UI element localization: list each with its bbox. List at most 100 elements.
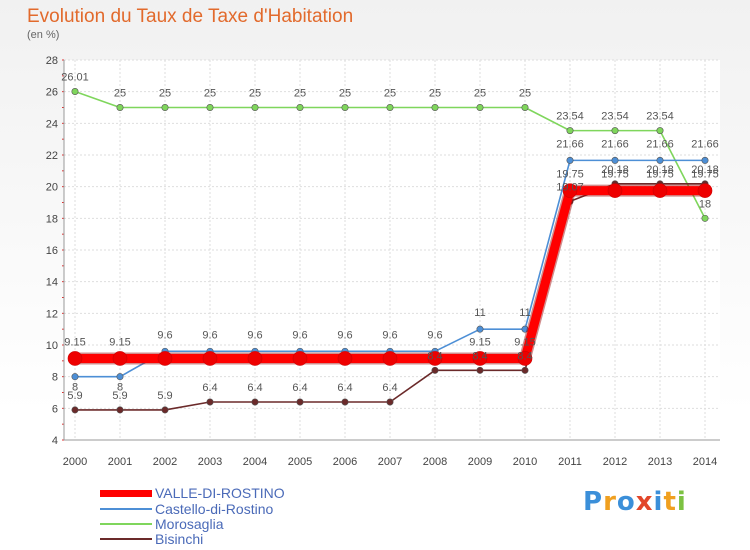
legend-swatch	[100, 490, 152, 497]
data-label: 25	[474, 88, 486, 100]
data-label: 19.75	[691, 169, 719, 181]
data-point	[161, 104, 169, 112]
legend-swatch	[100, 523, 152, 525]
data-point	[611, 156, 619, 164]
data-point	[251, 398, 259, 406]
data-label: 19.07	[556, 181, 584, 193]
x-tick-label: 2009	[468, 456, 492, 468]
y-tick-label: 4	[52, 435, 58, 447]
x-tick-label: 2000	[63, 456, 87, 468]
data-point	[71, 88, 79, 96]
data-point	[161, 406, 169, 414]
data-label: 9.15	[109, 336, 130, 348]
data-label: 25	[204, 88, 216, 100]
y-tick-label: 18	[46, 213, 58, 225]
legend-label: Bisinchi	[155, 531, 204, 547]
x-tick-label: 2014	[693, 456, 717, 468]
data-point	[607, 183, 623, 198]
data-point	[566, 156, 574, 164]
data-label: 9.15	[64, 336, 85, 348]
y-tick-label: 20	[46, 182, 58, 194]
data-label: 19.75	[601, 169, 629, 181]
data-label: 6.4	[292, 382, 307, 394]
data-point	[247, 351, 263, 366]
logo-letter: t	[663, 487, 677, 517]
data-point	[517, 351, 533, 366]
data-point	[296, 398, 304, 406]
data-label: 9.6	[337, 329, 352, 341]
data-label: 8.4	[427, 350, 442, 362]
data-label: 6.4	[247, 382, 262, 394]
x-tick-label: 2011	[558, 456, 582, 468]
data-point	[292, 351, 308, 366]
y-tick-label: 10	[46, 340, 58, 352]
x-tick-label: 2006	[333, 456, 357, 468]
data-label: 23.54	[646, 111, 674, 123]
data-label: 21.66	[691, 138, 719, 150]
data-label: 9.6	[202, 329, 217, 341]
data-label: 9.6	[157, 329, 172, 341]
data-label: 6.4	[337, 382, 352, 394]
data-point	[476, 104, 484, 112]
y-tick-label: 26	[46, 87, 58, 99]
logo-letter: i	[653, 487, 664, 517]
data-point	[202, 351, 218, 366]
x-tick-label: 2013	[648, 456, 672, 468]
x-tick-label: 2003	[198, 456, 222, 468]
data-label: 8.4	[472, 350, 487, 362]
logo-letter: i	[676, 487, 687, 517]
x-tick-label: 2010	[513, 456, 537, 468]
data-label: 25	[294, 88, 306, 100]
data-point	[251, 104, 259, 112]
data-point	[382, 351, 398, 366]
data-point	[116, 406, 124, 414]
data-label: 18	[699, 198, 711, 210]
data-label: 25	[249, 88, 261, 100]
data-label: 20.18	[601, 164, 629, 176]
data-label: 8.4	[517, 350, 532, 362]
x-tick-label: 2012	[603, 456, 627, 468]
y-tick-label: 22	[46, 150, 58, 162]
data-label: 25	[384, 88, 396, 100]
data-point	[656, 127, 664, 135]
data-label: 25	[339, 88, 351, 100]
x-tick-label: 2004	[243, 456, 267, 468]
data-point	[71, 406, 79, 414]
data-label: 9.15	[514, 336, 535, 348]
data-label: 25	[429, 88, 441, 100]
data-point	[71, 373, 79, 381]
logo-letter: o	[616, 487, 636, 517]
data-point	[341, 104, 349, 112]
data-label: 19.75	[646, 169, 674, 181]
y-tick-label: 14	[46, 277, 58, 289]
legend-swatch	[100, 538, 152, 540]
data-point	[386, 398, 394, 406]
data-label: 20.18	[691, 164, 719, 176]
data-point	[337, 351, 353, 366]
data-label: 5.9	[112, 390, 127, 402]
data-point	[157, 351, 173, 366]
logo-letter: r	[603, 487, 617, 517]
y-tick-label: 8	[52, 372, 58, 384]
data-label: 25	[519, 88, 531, 100]
x-tick-label: 2005	[288, 456, 312, 468]
data-point	[341, 398, 349, 406]
x-tick-label: 2008	[423, 456, 447, 468]
data-point	[521, 104, 529, 112]
data-label: 11	[474, 307, 485, 319]
data-label: 9.6	[247, 329, 262, 341]
data-point	[431, 366, 439, 374]
data-point	[656, 156, 664, 164]
data-point	[476, 325, 484, 333]
data-label: 21.66	[556, 138, 584, 150]
data-point	[611, 127, 619, 135]
chart-title: Evolution du Taux de Taxe d'Habitation	[27, 6, 354, 27]
logo-letter: x	[635, 487, 654, 517]
data-point	[701, 156, 709, 164]
y-tick-label: 16	[46, 245, 58, 257]
data-point	[521, 366, 529, 374]
data-point	[566, 127, 574, 135]
data-point	[697, 183, 713, 198]
